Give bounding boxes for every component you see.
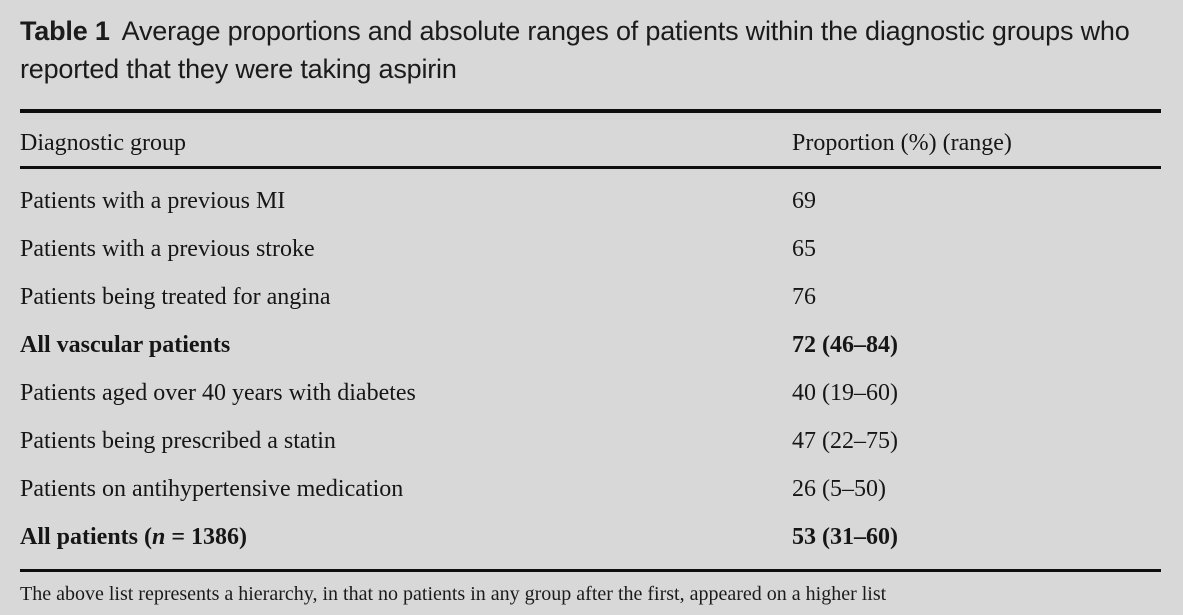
group-text: Patients aged over 40 years with diabete… <box>20 379 416 406</box>
diagnostic-group-cell: Patients with a previous stroke <box>20 236 792 263</box>
table-caption: Table 1 Average proportions and absolute … <box>20 12 1168 88</box>
diagnostic-group-cell: Patients being treated for angina <box>20 284 792 311</box>
diagnostic-group-cell: Patients on antihypertensive medication <box>20 476 792 503</box>
group-text: All vascular patients <box>20 331 231 358</box>
column-header-proportion: Proportion (%) (range) <box>792 130 1012 156</box>
proportion-cell: 76 <box>792 283 816 310</box>
table-header-row: Diagnostic group Proportion (%) (range) <box>20 113 1161 166</box>
table-row: Patients with a previous MI 69 <box>20 177 1161 225</box>
diagnostic-group-cell: All vascular patients <box>20 332 792 359</box>
group-text: Patients being treated for angina <box>20 283 331 310</box>
table-row: Patients aged over 40 years with diabete… <box>20 369 1161 417</box>
group-text: Patients on antihypertensive medication <box>20 475 404 502</box>
group-text: Patients with a previous stroke <box>20 235 315 262</box>
top-rule <box>20 109 1161 113</box>
group-text: Patients with a previous MI <box>20 187 286 214</box>
proportion-cell: 40 (19–60) <box>792 379 898 406</box>
proportion-cell: 26 (5–50) <box>792 475 886 502</box>
proportion-cell: 47 (22–75) <box>792 427 898 454</box>
group-text: = 1386) <box>165 523 248 550</box>
diagnostic-group-cell: Patients aged over 40 years with diabete… <box>20 380 792 407</box>
italic-n-symbol: n <box>152 523 166 550</box>
table-row: All vascular patients 72 (46–84) <box>20 321 1161 369</box>
diagnostic-group-cell: Patients with a previous MI <box>20 188 792 215</box>
group-text: All patients ( <box>20 523 152 550</box>
table-body: Patients with a previous MI 69 Patients wi… <box>20 169 1161 561</box>
header-divider-rule <box>20 166 1161 169</box>
proportion-cell: 69 <box>792 187 816 214</box>
diagnostic-group-cell: Patients being prescribed a statin <box>20 428 792 455</box>
diagnostic-group-cell: All patients (n = 1386) <box>20 524 792 551</box>
table-row: Patients being treated for angina 76 <box>20 273 1161 321</box>
column-header-diagnostic-group: Diagnostic group <box>20 130 186 156</box>
table-row: Patients on antihypertensive medication 2… <box>20 465 1161 513</box>
proportion-cell: 65 <box>792 235 816 262</box>
table-number-label: Table 1 <box>20 16 110 46</box>
bottom-rule <box>20 569 1161 572</box>
table-row: Patients being prescribed a statin 47 (22… <box>20 417 1161 465</box>
proportion-cell: 53 (31–60) <box>792 523 898 550</box>
table-row: Patients with a previous stroke 65 <box>20 225 1161 273</box>
table-footnote: The above list represents a hierarchy, i… <box>20 583 887 605</box>
table-row: All patients (n = 1386) 53 (31–60) <box>20 513 1161 561</box>
group-text: Patients being prescribed a statin <box>20 427 336 454</box>
table-title-text: Average proportions and absolute ranges … <box>20 16 1130 84</box>
proportion-cell: 72 (46–84) <box>792 331 898 358</box>
